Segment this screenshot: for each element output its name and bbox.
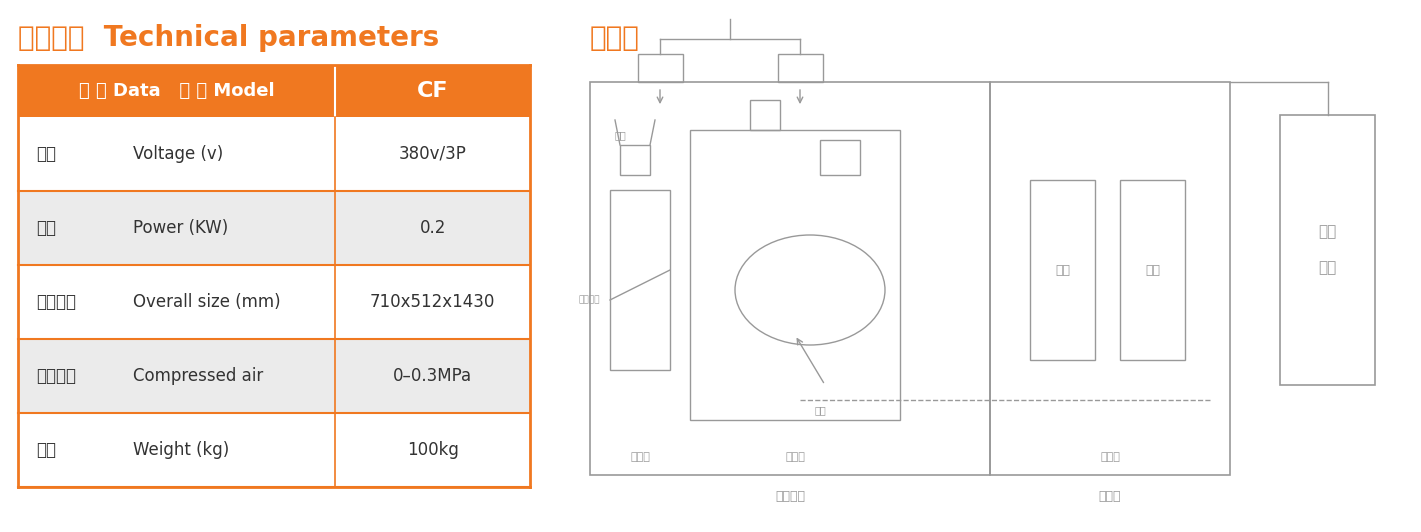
Bar	[18, 117, 530, 191]
Text: 除尘机: 除尘机	[1100, 452, 1120, 462]
Bar	[18, 413, 530, 487]
Text: 压片机: 压片机	[784, 452, 804, 462]
Text: 功率: 功率	[36, 219, 55, 237]
Bar	[18, 265, 530, 339]
Text: 重量: 重量	[36, 441, 55, 459]
Bar	[1120, 180, 1185, 360]
Bar	[990, 82, 1231, 475]
Text: 技术参数  Technical parameters: 技术参数 Technical parameters	[18, 24, 439, 52]
Text: 0.2: 0.2	[419, 219, 446, 237]
Text: Weight (kg): Weight (kg)	[134, 441, 229, 459]
Text: 压片车间: 压片车间	[774, 491, 806, 503]
Text: Overall size (mm): Overall size (mm)	[134, 293, 280, 311]
Text: 0–0.3MPa: 0–0.3MPa	[394, 367, 472, 385]
Text: 原理图: 原理图	[590, 24, 639, 52]
Text: 压缩空气: 压缩空气	[36, 367, 75, 385]
Bar	[750, 100, 780, 130]
Text: 空调: 空调	[1319, 261, 1337, 276]
Text: 380v/3P: 380v/3P	[399, 145, 466, 163]
Text: 料斗: 料斗	[615, 130, 627, 140]
Text: 100kg: 100kg	[406, 441, 459, 459]
Bar	[610, 190, 669, 370]
Bar	[820, 140, 860, 175]
Text: Voltage (v): Voltage (v)	[134, 145, 223, 163]
Bar	[590, 82, 990, 475]
Text: 参 数 Data   型 号 Model: 参 数 Data 型 号 Model	[80, 82, 274, 100]
Text: 除镁: 除镁	[1054, 263, 1070, 277]
Text: 外形尺寸: 外形尺寸	[36, 293, 75, 311]
Bar	[779, 54, 823, 82]
Bar	[638, 54, 684, 82]
Text: 吹粉机: 吹粉机	[630, 452, 649, 462]
Text: Power (KW): Power (KW)	[134, 219, 229, 237]
Text: 辅机间: 辅机间	[1098, 491, 1121, 503]
Text: 文丘里管: 文丘里管	[578, 295, 600, 304]
Bar	[1030, 180, 1096, 360]
Text: Compressed air: Compressed air	[134, 367, 263, 385]
Text: 电压: 电压	[36, 145, 55, 163]
Bar	[18, 65, 530, 117]
Bar	[1280, 115, 1376, 385]
Bar	[691, 130, 899, 420]
Text: CF: CF	[416, 81, 449, 101]
Text: 除粉: 除粉	[1145, 263, 1160, 277]
Text: 710x512x1430: 710x512x1430	[369, 293, 496, 311]
Text: 喷嘴: 喷嘴	[816, 405, 827, 415]
Bar	[18, 191, 530, 265]
Bar	[18, 339, 530, 413]
Text: 除湿: 除湿	[1319, 225, 1337, 239]
Bar	[620, 145, 649, 175]
